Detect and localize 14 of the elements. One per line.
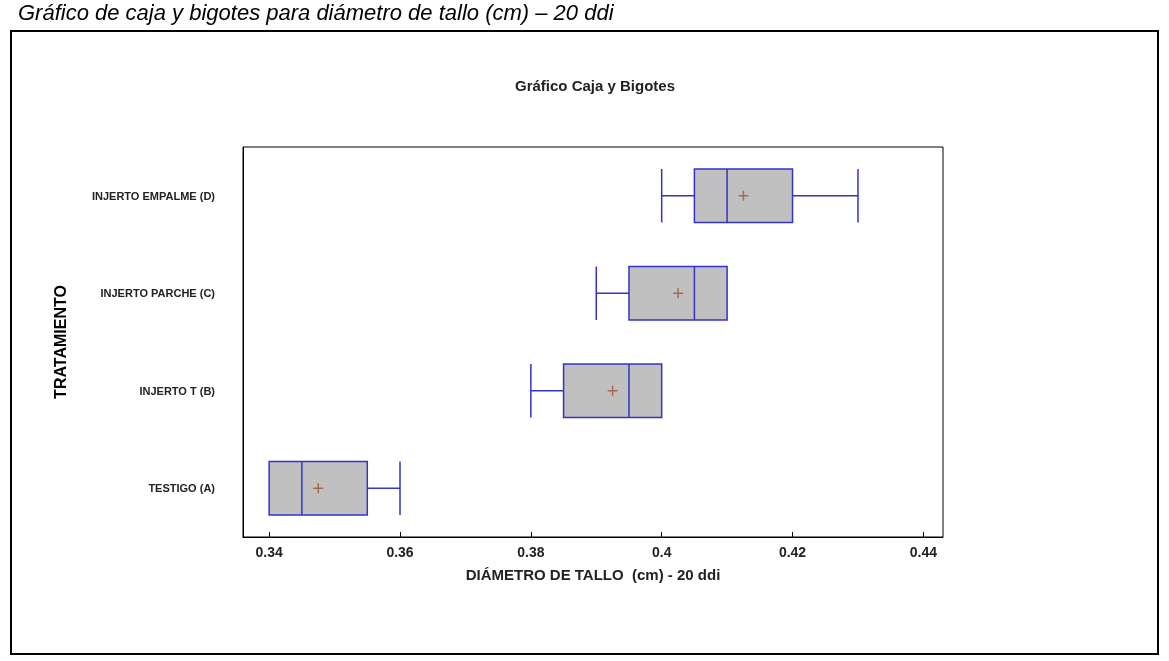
x-tick-label: 0.38 [517, 544, 545, 560]
x-tick-label: 0.4 [651, 544, 672, 560]
y-tick-label: TESTIGO (A) [148, 482, 216, 495]
y-axis-title: TRATAMIENTO [51, 285, 69, 399]
x-axis-title: DIÁMETRO DE TALLO (cm) - 20 ddi [465, 566, 721, 583]
y-tick-label: INJERTO PARCHE (C) [100, 287, 216, 300]
x-tick-label: 0.44 [909, 544, 938, 560]
y-tick-label: INJERTO T (B) [139, 384, 216, 397]
x-tick-label: 0.34 [255, 544, 284, 560]
x-tick-label: 0.42 [778, 544, 807, 560]
text: Gráfico de caja y bigotes para diámetro de tallo (cm) – 20 ddi [18, 0, 614, 26]
x-tick-label: 0.36 [386, 544, 414, 560]
chart-title: Gráfico Caja y Bigotes [514, 77, 676, 94]
y-tick-label: INJERTO EMPALME (D) [91, 189, 216, 202]
